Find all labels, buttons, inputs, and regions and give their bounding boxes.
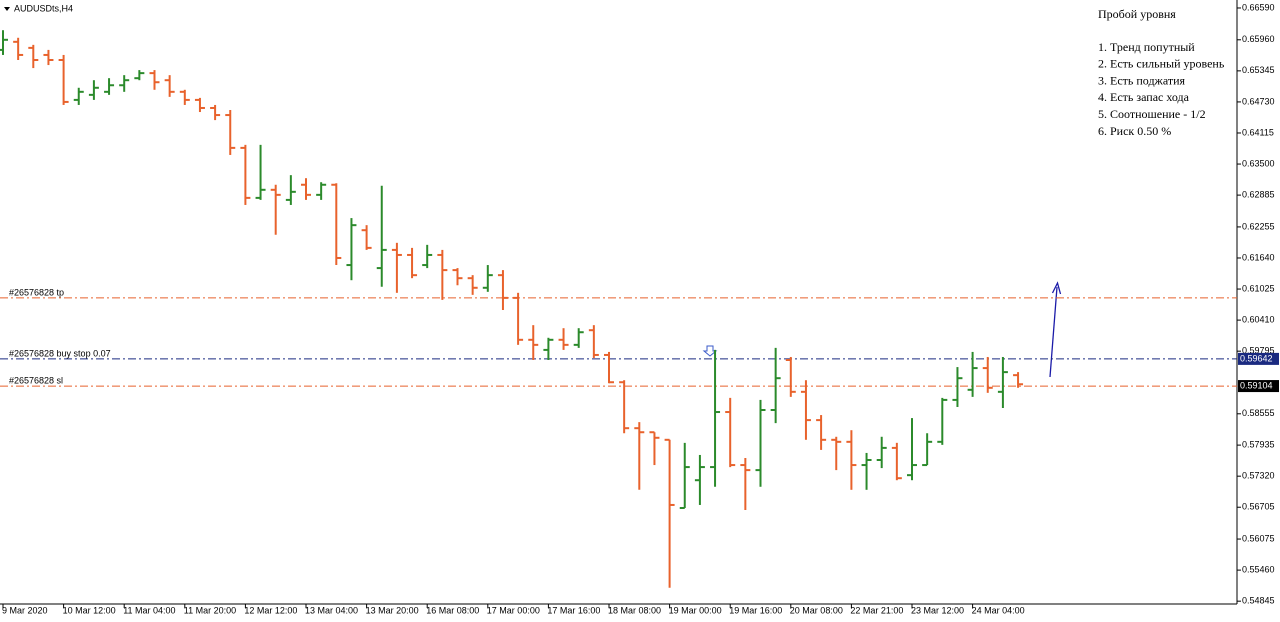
x-tick-label: 11 Mar 20:00 bbox=[184, 605, 236, 615]
arrow-head bbox=[1051, 281, 1062, 295]
x-tick-label: 17 Mar 00:00 bbox=[487, 605, 540, 615]
y-tick-label: 0.59795 bbox=[1242, 346, 1275, 356]
price-marker bbox=[1238, 352, 1279, 365]
y-tick-label: 0.64730 bbox=[1242, 96, 1275, 106]
x-tick-label: 19 Mar 16:00 bbox=[729, 605, 782, 615]
x-tick-label: 24 Mar 04:00 bbox=[972, 605, 1025, 615]
buy-stop-icon bbox=[702, 345, 718, 357]
annotation-item: 5. Соотношение - 1/2 bbox=[1098, 107, 1206, 121]
y-tick-label: 0.54845 bbox=[1242, 596, 1275, 606]
annotation-item: 3. Есть поджатия bbox=[1098, 73, 1186, 87]
annotation-title: Пробой уровня bbox=[1098, 7, 1176, 21]
x-tick-label: 22 Mar 21:00 bbox=[850, 605, 903, 615]
x-tick-label: 13 Mar 20:00 bbox=[366, 605, 419, 615]
x-tick-label: 10 Mar 12:00 bbox=[63, 605, 116, 615]
order-label: #26576828 tp bbox=[9, 287, 64, 297]
order-label: #26576828 buy stop 0.07 bbox=[9, 348, 111, 358]
chart-title: AUDUSDts,H4 bbox=[14, 3, 73, 13]
y-tick-label: 0.57935 bbox=[1242, 439, 1275, 449]
annotation-item: 6. Риск 0.50 % bbox=[1098, 124, 1171, 138]
x-tick-label: 11 Mar 04:00 bbox=[123, 605, 175, 615]
x-tick-label: 12 Mar 12:00 bbox=[244, 605, 297, 615]
x-tick-label: 18 Mar 08:00 bbox=[608, 605, 661, 615]
x-tick-label: 17 Mar 16:00 bbox=[547, 605, 600, 615]
y-tick-label: 0.60410 bbox=[1242, 314, 1275, 324]
y-tick-label: 0.56705 bbox=[1242, 502, 1275, 512]
annotation-item: 2. Есть сильный уровень bbox=[1098, 57, 1225, 71]
annotation-item: 4. Есть запас хода bbox=[1098, 90, 1190, 104]
y-tick-label: 0.66590 bbox=[1242, 2, 1275, 12]
y-tick-label: 0.62255 bbox=[1242, 221, 1275, 231]
y-tick-label: 0.55460 bbox=[1242, 564, 1275, 574]
price-marker bbox=[1238, 380, 1279, 393]
x-tick-label: 19 Mar 00:00 bbox=[669, 605, 722, 615]
title-menu-icon[interactable] bbox=[4, 7, 10, 11]
x-tick-label: 13 Mar 04:00 bbox=[305, 605, 358, 615]
price-marker-label: 0.59104 bbox=[1240, 380, 1273, 390]
annotation: Пробой уровня 1. Тренд попутный 2. Есть с… bbox=[1098, 7, 1225, 138]
y-tick-label: 0.61640 bbox=[1242, 252, 1275, 262]
order-label: #26576828 sl bbox=[9, 375, 63, 385]
y-tick-label: 0.65960 bbox=[1242, 34, 1275, 44]
annotation-item: 1. Тренд попутный bbox=[1098, 40, 1195, 54]
y-tick-label: 0.64115 bbox=[1242, 127, 1274, 137]
x-tick-label: 20 Mar 08:00 bbox=[790, 605, 843, 615]
x-tick-label: 16 Mar 08:00 bbox=[426, 605, 479, 615]
y-tick-label: 0.58555 bbox=[1242, 408, 1275, 418]
x-tick-label: 9 Mar 2020 bbox=[2, 605, 48, 615]
x-tick-label: 23 Mar 12:00 bbox=[911, 605, 964, 615]
price-marker-label: 0.59642 bbox=[1240, 353, 1273, 363]
y-tick-label: 0.65345 bbox=[1242, 65, 1275, 75]
y-tick-label: 0.56075 bbox=[1242, 533, 1275, 543]
arrow bbox=[1049, 286, 1058, 378]
y-tick-label: 0.61025 bbox=[1242, 283, 1275, 293]
y-tick-label: 0.63500 bbox=[1242, 158, 1275, 168]
y-tick-label: 0.62885 bbox=[1242, 189, 1275, 199]
y-tick-label: 0.57320 bbox=[1242, 471, 1275, 481]
